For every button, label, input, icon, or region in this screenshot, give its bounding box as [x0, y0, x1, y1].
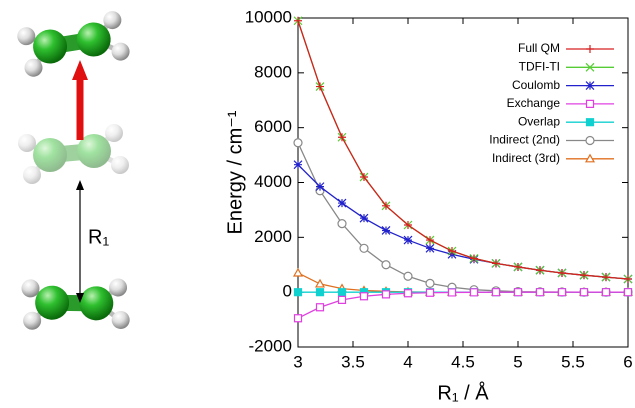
series-line [298, 165, 628, 279]
series [294, 17, 632, 283]
data-point [338, 220, 346, 228]
data-point [405, 290, 412, 297]
series-line [298, 292, 628, 318]
data-point [515, 289, 522, 296]
legend-label: Overlap [518, 114, 560, 128]
red-arrowhead [72, 60, 88, 80]
data-point [581, 289, 588, 296]
data-point [294, 161, 302, 169]
legend-label: Exchange [507, 96, 561, 110]
y-tick-label: 0 [283, 282, 292, 301]
data-point [383, 291, 390, 298]
legend-marker [586, 45, 594, 53]
y-tick-label: 6000 [254, 117, 292, 136]
legend-label: Indirect (2nd) [489, 133, 560, 147]
legend-marker [587, 100, 594, 107]
data-point [625, 289, 632, 296]
data-point [449, 289, 456, 296]
y-tick-label: 2000 [254, 227, 292, 246]
series-line [298, 143, 628, 292]
data-point [426, 244, 434, 252]
y-axis-label: Energy / cm⁻¹ [224, 110, 246, 234]
data-point [382, 226, 390, 234]
data-point [339, 289, 346, 296]
illustration: R₁ [16, 10, 134, 340]
series [294, 17, 632, 283]
data-point [361, 293, 368, 300]
x-tick-label: 4 [403, 352, 412, 371]
legend-label: Coulomb [512, 78, 560, 92]
data-point [559, 289, 566, 296]
legend-marker [586, 137, 594, 145]
data-point [317, 289, 324, 296]
legend-label: Indirect (3rd) [492, 151, 560, 165]
x-tick-label: 6 [623, 352, 632, 371]
legend-label: Full QM [518, 41, 560, 55]
data-point [426, 279, 434, 287]
data-point [338, 199, 346, 207]
legend-marker [587, 119, 594, 126]
data-point [404, 236, 412, 244]
data-point [316, 280, 324, 287]
data-point [360, 244, 368, 252]
series-line [298, 21, 628, 279]
legend-marker [586, 82, 594, 90]
y-tick-label: -2000 [249, 336, 292, 355]
molecule [18, 124, 129, 184]
x-tick-label: 3 [293, 352, 302, 371]
data-point [471, 289, 478, 296]
series-line [298, 273, 628, 292]
data-point [295, 289, 302, 296]
arrowhead [76, 180, 84, 190]
x-tick-label: 4.5 [451, 352, 475, 371]
data-point [603, 289, 610, 296]
data-point [404, 272, 412, 280]
data-point [295, 315, 302, 322]
y-tick-label: 4000 [254, 172, 292, 191]
data-point [382, 261, 390, 269]
legend: Full QM TDFI-TI Coulomb Exchange Overlap Indi… [489, 41, 614, 165]
data-point [317, 304, 324, 311]
data-point [537, 289, 544, 296]
data-point [316, 183, 324, 191]
x-axis-label: R₁ / Å [437, 381, 489, 404]
plot: -2000 0 2000 4000 6000 8000 10000 3 3.5 4 4.5 5 5.5 6… [224, 7, 632, 404]
x-tick-label: 5 [513, 352, 522, 371]
x-tick-label: 3.5 [341, 352, 365, 371]
y-tick-label: 8000 [254, 62, 292, 81]
series-line [298, 21, 628, 279]
data-point [360, 214, 368, 222]
data-point [493, 289, 500, 296]
legend-label: TDFI-TI [519, 59, 560, 73]
data-point [294, 139, 302, 147]
y-tick-label: 10000 [245, 7, 292, 26]
data-point [427, 289, 434, 296]
molecule [16, 10, 131, 78]
figure: R₁ -2000 0 2000 4000 6000 8000 10000 3 3.5 4 4.5 5 5… [0, 0, 635, 408]
molecule [17, 269, 134, 340]
distance-label: R₁ [88, 226, 109, 248]
data-point [339, 296, 346, 303]
data-point [294, 269, 302, 276]
x-tick-label: 5.5 [561, 352, 585, 371]
